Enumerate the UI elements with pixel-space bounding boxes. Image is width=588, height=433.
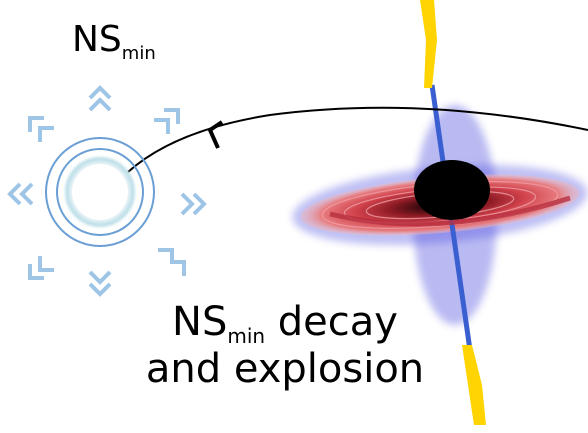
expansion-chevron-icon [28, 256, 54, 280]
caption-ns-base: NS [172, 299, 228, 345]
expansion-chevron-icon [158, 248, 186, 276]
expansion-chevron-icon [28, 116, 54, 142]
expansion-arrows [7, 85, 207, 297]
caption-ns-sub: min [227, 324, 266, 348]
expansion-chevron-icon [88, 270, 112, 297]
caption-line-2: and explosion [145, 346, 425, 393]
neutron-star-icon [45, 137, 155, 247]
expansion-chevron-icon [88, 85, 112, 112]
ns-min-label-base: NS [72, 19, 122, 60]
ns-min-label: NSmin [72, 22, 156, 63]
orbit-arrowhead [207, 120, 224, 149]
orbit-arrow-icon [127, 106, 588, 173]
black-hole-icon [414, 160, 490, 220]
expansion-chevron-icon [154, 108, 180, 134]
caption: NSmin decay and explosion [120, 300, 450, 392]
accretion-disk-front [329, 195, 571, 227]
jet-icon [420, 0, 437, 88]
caption-line-1: NSmin decay [120, 299, 450, 348]
expansion-chevron-icon [180, 192, 207, 216]
black-hole-system [292, 0, 588, 425]
ns-min-label-sub: min [121, 43, 156, 65]
jet-icon-bottom [462, 345, 486, 425]
caption-decay: decay [277, 299, 398, 345]
expansion-chevron-icon [7, 182, 34, 206]
